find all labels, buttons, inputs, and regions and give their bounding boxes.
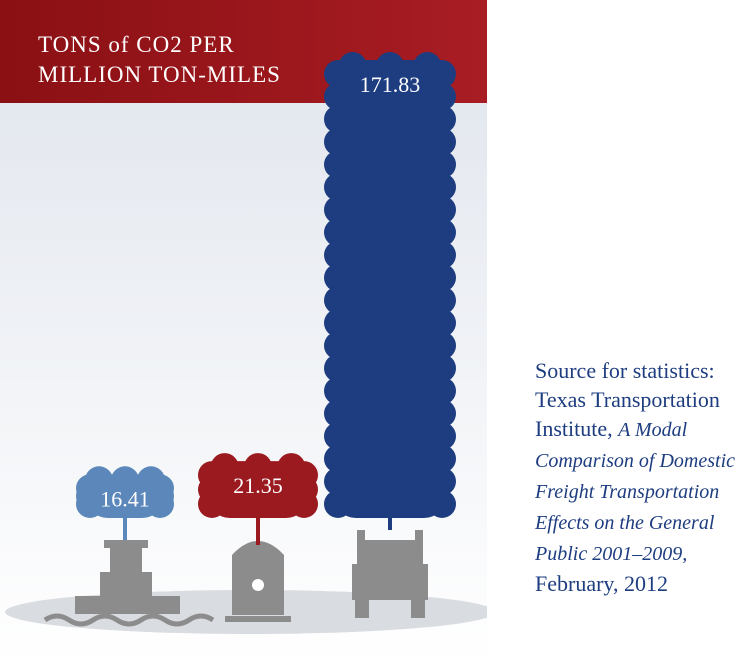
smoke-cloud: [334, 60, 446, 518]
cloud-puff: [428, 82, 456, 111]
value-label: 16.41: [100, 486, 150, 511]
cloud-puff: [324, 308, 352, 337]
cloud-puff: [210, 453, 239, 482]
cloud-puff: [324, 263, 352, 292]
cloud-puff: [146, 490, 174, 518]
cloud-puff: [428, 467, 456, 496]
chart-title: TONS of CO2 PER MILLION TON-MILES: [38, 32, 281, 87]
cloud-puff: [324, 331, 352, 360]
source-publication: A Modal Comparison of Domestic Freight T…: [535, 419, 735, 565]
cloud-puff: [324, 354, 352, 383]
cloud-puff: [324, 467, 352, 496]
cloud-puff: [76, 490, 104, 518]
source-note: Source for statistics: Texas Transportat…: [535, 356, 750, 598]
value-label: 171.83: [360, 72, 421, 97]
cloud-puff: [428, 127, 456, 156]
source-prefix: Source for statistics: Texas Transportat…: [535, 358, 720, 441]
cloud-puff: [324, 218, 352, 247]
marks: 16.41 21.35 171.83: [76, 52, 456, 545]
cloud-puff: [324, 195, 352, 224]
source-date: February, 2012: [535, 571, 668, 596]
cloud-puff: [324, 82, 352, 111]
cloud-puff: [428, 241, 456, 270]
cloud-puff: [324, 422, 352, 451]
cloud-puff: [290, 490, 318, 518]
cloud-puff: [428, 331, 456, 360]
cloud-puff: [428, 308, 456, 337]
cloud-puff: [428, 105, 456, 134]
cloud-puff: [428, 490, 456, 518]
cloud-puff: [428, 376, 456, 405]
cloud-puff: [428, 286, 456, 315]
cloud-puff: [428, 263, 456, 292]
cloud-puff: [324, 444, 352, 473]
cloud-puff: [324, 241, 352, 270]
cloud-puff: [198, 490, 226, 518]
cloud-puff: [324, 286, 352, 315]
cloud-puff: [428, 173, 456, 202]
cloud-puff: [244, 453, 272, 482]
truck-icon: [352, 530, 428, 618]
cloud-puff: [277, 453, 306, 482]
cloud-puff: [428, 150, 456, 179]
chart: 16.41 21.35 171.83: [0, 0, 487, 664]
cloud-puff: [324, 127, 352, 156]
cloud-puff: [428, 354, 456, 383]
cloud-puff: [111, 466, 139, 495]
cloud-puff: [428, 218, 456, 247]
cloud-puff: [324, 376, 352, 405]
cloud-puff: [85, 466, 113, 495]
cloud-puff: [428, 399, 456, 428]
cloud-puff: [324, 399, 352, 428]
cloud-puff: [324, 173, 352, 202]
cloud-puff: [324, 150, 352, 179]
cloud-puff: [428, 422, 456, 451]
value-label: 21.35: [233, 473, 283, 498]
cloud-puff: [338, 52, 367, 80]
cloud-puff: [428, 444, 456, 473]
cloud-puff: [376, 52, 404, 80]
cloud-puff: [428, 195, 456, 224]
barge-icon: [43, 540, 215, 627]
cloud-puff: [413, 52, 442, 80]
cloud-puff: [324, 490, 352, 518]
cloud-puff: [137, 466, 165, 495]
cloud-puff: [324, 105, 352, 134]
locomotive-icon: [225, 541, 291, 622]
